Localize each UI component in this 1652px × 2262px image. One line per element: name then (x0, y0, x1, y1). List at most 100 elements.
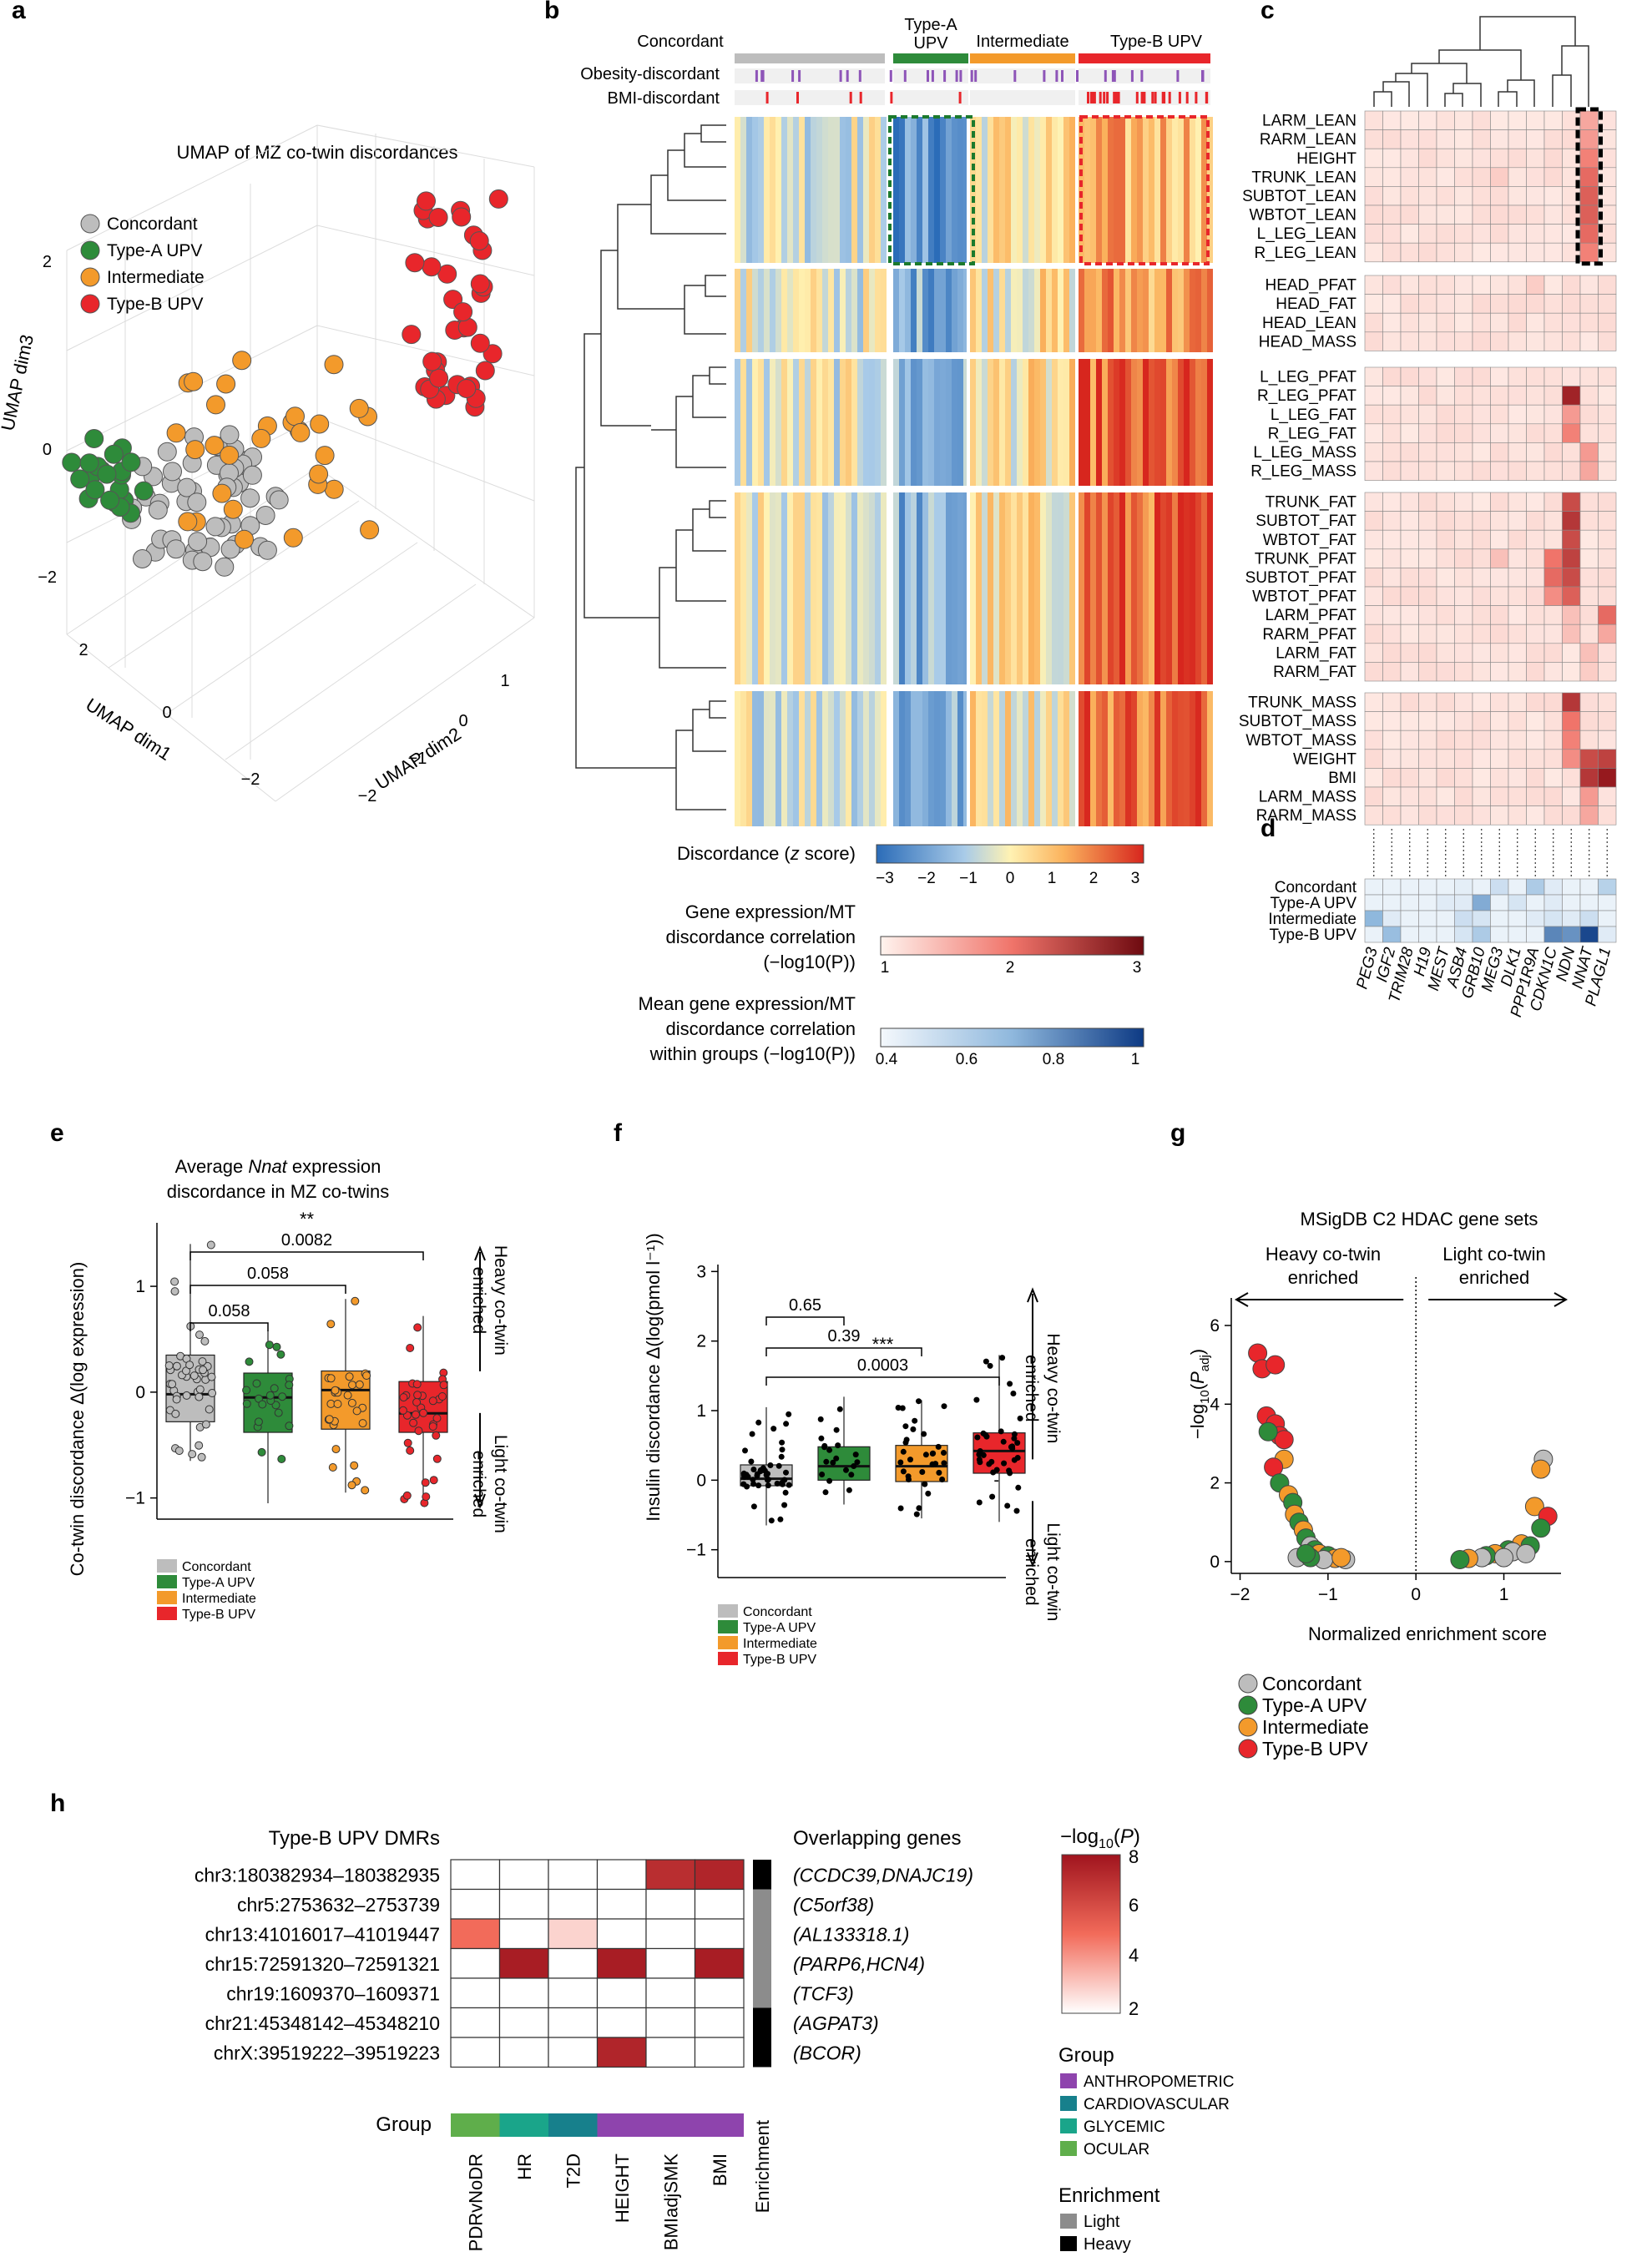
group-cell (597, 2113, 646, 2137)
umap-point (100, 490, 120, 510)
group-legend-label: CARDIOVASCULAR (1084, 2096, 1230, 2113)
heat-column (1084, 492, 1090, 684)
trait-label: SUBTOT_MASS (1239, 713, 1356, 730)
heat-column (1207, 492, 1213, 684)
legend-label: Type-B UPV (107, 295, 204, 314)
obesity-tick (1176, 70, 1180, 82)
bmi-tick (1205, 92, 1209, 104)
data-point (902, 1439, 909, 1446)
trait-gene-cell (1508, 586, 1527, 606)
heat-column (1178, 691, 1184, 826)
heat-column (993, 269, 999, 352)
trait-gene-cell (1418, 186, 1437, 206)
obesity-tick (1113, 70, 1116, 82)
trait-label: R_LEG_FAT (1268, 425, 1357, 442)
heat-column (957, 359, 963, 486)
heat-column (811, 492, 816, 684)
heat-column (1028, 359, 1034, 486)
trait-gene-cell (1418, 548, 1437, 568)
umap-point (453, 302, 473, 322)
trait-gene-cell (1526, 730, 1545, 750)
trait-gene-cell (1436, 461, 1455, 481)
bmi-tick (1103, 92, 1106, 104)
heat-column (869, 359, 875, 486)
data-point (941, 1403, 947, 1410)
group-gene-cell (1526, 894, 1545, 911)
data-point (897, 1459, 904, 1466)
group-header-type-a-sub: UPV (913, 34, 948, 53)
group-gene-cell (1526, 878, 1545, 896)
heat-column (1154, 117, 1160, 263)
group-gene-cell (1472, 894, 1491, 911)
data-point (1015, 1484, 1022, 1491)
trait-gene-cell (1562, 662, 1581, 682)
umap-point (104, 444, 124, 464)
heat-column (976, 269, 982, 352)
trait-gene-cell (1508, 624, 1527, 644)
trait-gene-cell (1543, 167, 1563, 187)
dmr-cell (450, 1918, 501, 1950)
heat-column (1160, 269, 1166, 352)
data-point (1013, 1507, 1020, 1514)
panel-h: h Type-B UPV DMRs Overlapping genes chr3… (50, 1790, 1235, 2254)
mean-corr-title-2: discordance correlation (666, 1018, 856, 1039)
legend-marker (1238, 1739, 1258, 1759)
heat-column (934, 359, 940, 486)
data-point (200, 1336, 210, 1346)
data-point (913, 1511, 920, 1517)
heat-column (863, 691, 869, 826)
trait-gene-cell (1436, 423, 1455, 443)
heat-column (1096, 269, 1102, 352)
heat-column (799, 492, 805, 684)
trait-gene-cell (1418, 805, 1437, 826)
trait-gene-cell (1472, 242, 1491, 263)
umap-point (251, 428, 271, 448)
gene-set-point (1274, 1430, 1294, 1450)
trait-gene-cell (1579, 129, 1599, 149)
data-point (932, 1461, 939, 1467)
heat-column (1154, 269, 1160, 352)
trait-gene-cell (1418, 242, 1437, 263)
trait-gene-cell (1543, 511, 1563, 531)
data-point (355, 1380, 364, 1389)
mean-corr-tick: 0.6 (956, 1051, 978, 1068)
heat-column (1034, 492, 1040, 684)
y-tick-label: 0 (1210, 1553, 1220, 1572)
gene-corr-colorbar (880, 936, 1144, 956)
heat-column (1046, 269, 1052, 352)
trait-gene-cell (1598, 511, 1617, 531)
data-point (854, 1459, 861, 1466)
trait-gene-cell (1579, 204, 1599, 225)
bmi-tick (796, 92, 799, 104)
grid-line (316, 417, 535, 502)
trait-gene-cell (1562, 548, 1581, 568)
heat-column (1190, 691, 1195, 826)
legend-label: Type-A UPV (107, 241, 202, 260)
legend-label: Intermediate (743, 1637, 817, 1651)
data-point (939, 1477, 946, 1482)
trait-gene-cell (1382, 129, 1402, 149)
heat-column (1108, 359, 1114, 486)
nnat-title-line1: Average Nnat expression (175, 1156, 381, 1177)
trait-gene-cell (1543, 148, 1563, 169)
data-point (422, 1492, 431, 1502)
heat-column (875, 359, 881, 486)
heat-column (746, 691, 752, 826)
umap-point (70, 469, 90, 489)
heat-column (1063, 117, 1069, 263)
side-label-light: Light co-twinenriched (469, 1435, 510, 1533)
trait-gene-cell (1454, 204, 1473, 225)
heat-column (1184, 269, 1190, 352)
trait-gene-cell (1400, 386, 1419, 406)
trait-gene-cell (1382, 805, 1402, 826)
heat-column (735, 359, 740, 486)
umap-point (177, 477, 197, 497)
mean-corr-tick: 1 (1131, 1051, 1140, 1068)
dmr-cell (645, 1888, 696, 1920)
data-point (826, 1477, 833, 1484)
data-point (199, 1366, 208, 1375)
heat-column (764, 359, 770, 486)
umap-point (429, 368, 449, 388)
